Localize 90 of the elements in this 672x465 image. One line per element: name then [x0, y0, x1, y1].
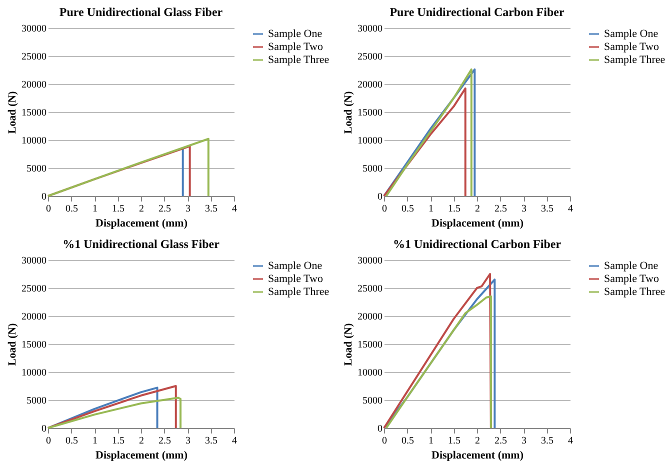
legend-label: Sample Three — [604, 286, 666, 298]
legend-label: Sample Two — [268, 41, 324, 53]
x-tick-label: 1.5 — [112, 436, 124, 446]
y-tick-label: 30000 — [358, 256, 382, 266]
y-tick-label: 25000 — [22, 52, 46, 62]
y-tick-label: 30000 — [22, 24, 46, 34]
chart-title: Pure Unidirectional Glass Fiber — [59, 5, 224, 19]
line-series — [47, 396, 182, 429]
y-tick-label: 5000 — [26, 164, 46, 174]
legend-label: Sample Three — [268, 54, 330, 66]
y-tick-label: 15000 — [22, 340, 46, 350]
x-tick-label: 0.5 — [66, 204, 78, 214]
x-tick-label: 2.5 — [158, 204, 171, 214]
y-tick-label: 30000 — [358, 24, 382, 34]
x-tick-label: 2.5 — [158, 436, 171, 446]
y-tick-label: 0 — [42, 192, 46, 202]
y-tick-label: 20000 — [22, 312, 46, 322]
y-tick-label: 20000 — [358, 80, 382, 90]
y-tick-label: 15000 — [22, 108, 46, 118]
y-tick-label: 15000 — [358, 108, 382, 118]
line-series — [47, 385, 177, 429]
x-tick-label: 4 — [232, 436, 237, 446]
y-tick-label: 10000 — [22, 368, 46, 378]
legend-label: Sample One — [604, 260, 658, 272]
x-tick-label: 1 — [92, 436, 98, 446]
x-tick-label: 1.5 — [448, 204, 460, 214]
y-tick-label: 20000 — [358, 312, 382, 322]
y-tick-label: 10000 — [358, 136, 382, 146]
legend-label: Sample Two — [604, 273, 660, 285]
y-tick-label: 5000 — [26, 396, 46, 406]
x-tick-label: 1 — [428, 204, 434, 214]
x-tick-label: 2 — [139, 204, 144, 214]
x-tick-label: 0.5 — [402, 204, 414, 214]
y-tick-label: 5000 — [362, 164, 382, 174]
y-tick-label: 20000 — [22, 80, 46, 90]
x-tick-label: 0.5 — [66, 436, 78, 446]
y-tick-label: 0 — [42, 424, 46, 434]
x-tick-label: 2.5 — [494, 204, 507, 214]
legend-label: Sample Two — [268, 273, 324, 285]
chart-title: %1 Unidirectional Carbon Fiber — [392, 237, 562, 251]
legend-label: Sample One — [268, 28, 322, 40]
y-tick-label: 30000 — [22, 256, 46, 266]
line-series — [47, 386, 158, 429]
x-tick-label: 3 — [522, 436, 526, 446]
x-tick-label: 1.5 — [448, 436, 460, 446]
y-tick-label: 25000 — [22, 284, 46, 294]
legend-label: Sample Two — [604, 41, 660, 53]
x-axis-title: Displacement (mm) — [96, 450, 188, 462]
x-tick-label: 1 — [92, 204, 98, 214]
x-tick-label: 2 — [475, 436, 480, 446]
y-axis-title: Load (N) — [6, 90, 18, 134]
x-tick-label: 4 — [568, 436, 573, 446]
line-series — [47, 138, 210, 197]
x-tick-label: 0.5 — [402, 436, 414, 446]
legend-label: Sample One — [604, 28, 658, 40]
x-axis-title: Displacement (mm) — [96, 218, 188, 230]
x-tick-label: 2 — [139, 436, 144, 446]
x-axis-title: Displacement (mm) — [432, 218, 524, 230]
x-tick-label: 3 — [186, 436, 190, 446]
legend-label: Sample Three — [268, 286, 330, 298]
x-tick-label: 3.5 — [541, 204, 554, 214]
x-tick-label: 3.5 — [541, 436, 554, 446]
x-tick-label: 4 — [568, 204, 573, 214]
y-tick-label: 15000 — [358, 340, 382, 350]
x-tick-label: 2.5 — [494, 436, 507, 446]
chart-title: %1 Unidirectional Glass Fiber — [62, 237, 220, 251]
x-tick-label: 3 — [186, 204, 190, 214]
x-tick-label: 2 — [475, 204, 480, 214]
line-series — [385, 295, 492, 429]
x-tick-label: 3.5 — [205, 436, 218, 446]
x-axis-title: Displacement (mm) — [432, 450, 524, 462]
y-tick-label: 0 — [378, 192, 382, 202]
legend-label: Sample Three — [604, 54, 666, 66]
line-series — [383, 87, 466, 197]
y-tick-label: 5000 — [362, 396, 382, 406]
x-tick-label: 4 — [232, 204, 237, 214]
x-tick-label: 3.5 — [205, 204, 218, 214]
y-axis-title: Load (N) — [342, 322, 354, 366]
x-tick-label: 1.5 — [112, 204, 124, 214]
x-tick-label: 1 — [428, 436, 434, 446]
y-tick-label: 25000 — [358, 284, 382, 294]
y-tick-label: 10000 — [358, 368, 382, 378]
y-axis-title: Load (N) — [6, 322, 18, 366]
y-tick-label: 10000 — [22, 136, 46, 146]
legend-label: Sample One — [268, 260, 322, 272]
chart-title: Pure Unidirectional Carbon Fiber — [390, 5, 565, 19]
y-tick-label: 0 — [378, 424, 382, 434]
y-axis-title: Load (N) — [342, 90, 354, 134]
y-tick-label: 25000 — [358, 52, 382, 62]
x-tick-label: 3 — [522, 204, 526, 214]
